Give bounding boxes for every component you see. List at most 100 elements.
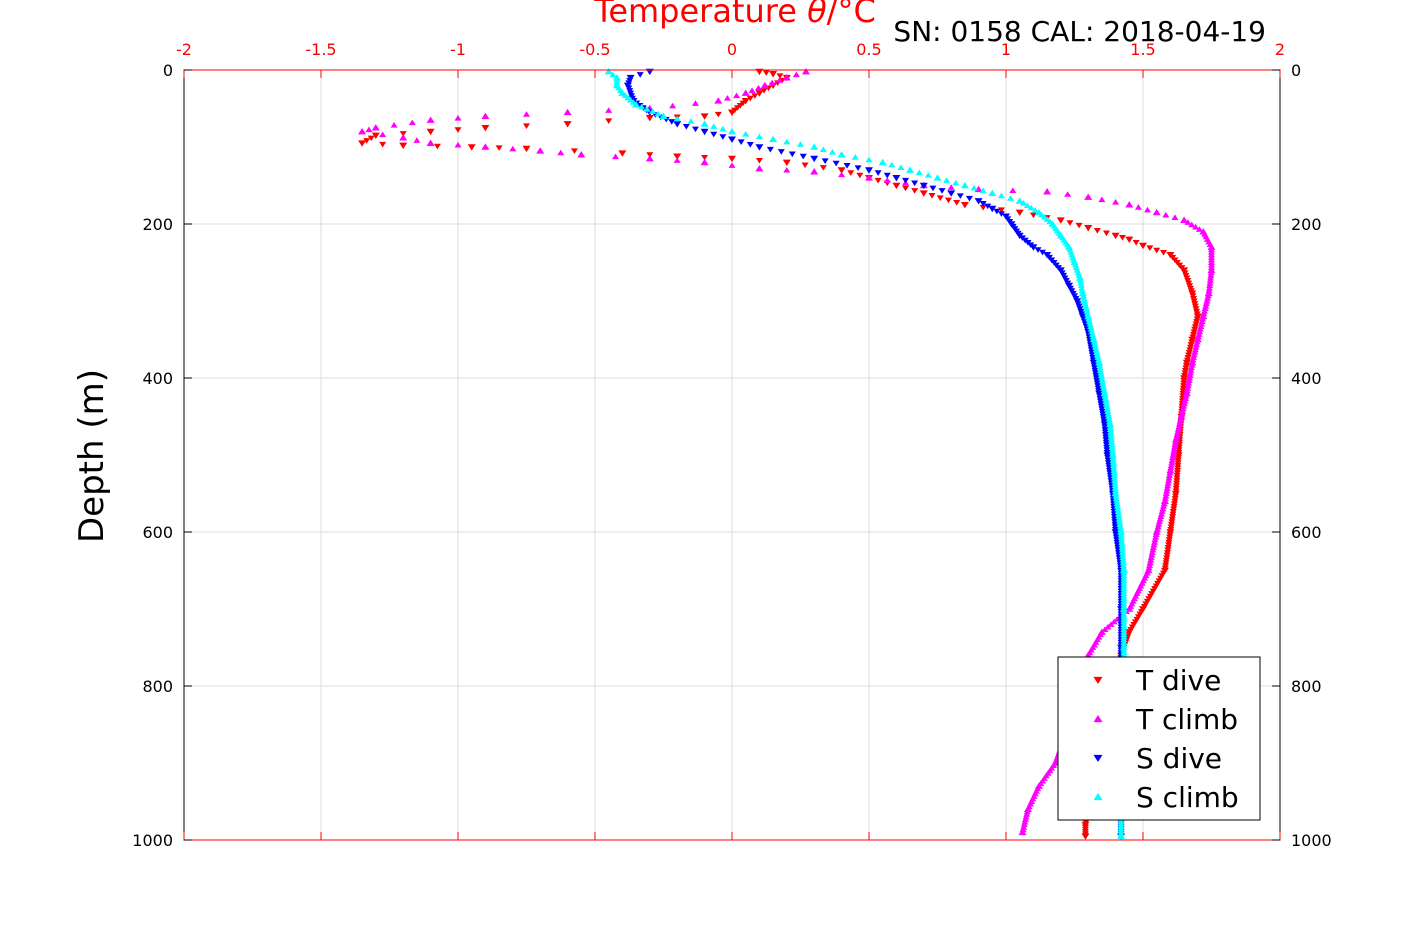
point-s-climb [1110,467,1118,473]
point-t-climb [1195,226,1203,232]
point-s-dive [902,177,910,184]
point-s-climb [1105,415,1113,422]
point-t-dive [1066,220,1074,226]
point-t-climb [1192,344,1200,350]
point-s-climb [1087,323,1095,330]
point-t-climb [775,77,783,83]
point-t-climb [1188,221,1196,228]
point-s-climb [1081,297,1089,304]
point-t-climb [1197,323,1205,330]
point-t-climb [1171,444,1179,450]
x-tick-label: 1.5 [1130,40,1155,59]
point-t-climb [1200,308,1208,314]
point-t-climb [728,162,736,168]
legend-label: T climb [1135,703,1238,736]
point-t-climb [1152,531,1160,538]
point-s-climb [632,101,641,108]
point-s-climb [1118,539,1126,545]
point-s-climb [649,108,657,115]
point-t-dive [911,188,919,194]
point-s-climb [1111,477,1119,484]
point-s-climb [1081,300,1089,307]
point-s-dive [766,146,774,153]
point-t-climb [1162,492,1170,499]
point-s-climb [643,106,651,112]
point-s-climb [1090,338,1098,345]
point-t-dive [751,93,759,99]
point-t-climb [1171,436,1180,443]
point-s-dive [883,172,891,179]
point-s-climb [1115,510,1123,517]
point-s-dive [821,158,829,165]
point-s-dive [974,198,983,205]
point-t-dive [819,165,827,171]
point-t-climb [1158,508,1166,514]
point-t-climb [612,153,620,160]
point-t-dive [1139,242,1147,250]
point-t-dive [1111,232,1120,240]
point-t-climb [1020,824,1028,830]
point-s-climb [1106,423,1114,430]
point-s-climb [1100,389,1109,397]
point-s-climb [1113,498,1121,504]
point-s-climb [1078,285,1086,291]
point-s-climb [1097,367,1105,373]
point-s-dive [965,195,973,202]
point-s-dive [997,211,1005,217]
point-t-dive [367,135,375,142]
point-s-dive [865,167,873,174]
point-s-dive [777,149,785,155]
point-s-climb [1076,277,1084,283]
point-t-climb [974,185,983,193]
y-tick-label-left: 200 [142,215,173,234]
point-s-dive [988,205,997,213]
point-t-climb [1155,521,1163,527]
point-s-climb [1109,456,1117,463]
point-t-dive [936,195,944,201]
point-t-climb [1191,349,1199,355]
point-s-climb [1099,382,1107,389]
point-t-climb [1023,808,1031,815]
point-s-climb [1114,508,1122,514]
point-s-climb [1083,308,1091,314]
point-t-climb [1112,199,1120,205]
point-t-dive [1125,236,1134,243]
point-t-climb [1165,474,1173,481]
point-s-climb [997,192,1005,199]
point-s-climb [1027,204,1035,211]
point-s-dive [1034,247,1042,253]
point-t-climb [1110,618,1118,625]
point-t-dive [605,118,613,124]
point-s-climb [1086,320,1094,327]
point-t-climb [1064,191,1072,197]
point-s-climb [1089,335,1098,343]
point-t-dive [755,90,764,97]
point-t-climb [1125,201,1134,208]
point-t-climb [454,114,462,121]
point-s-climb [1082,302,1090,309]
chart-subtitle: SN: 0158 CAL: 2018-04-19 [893,15,1266,48]
point-s-dive [979,201,987,207]
point-t-climb [673,157,681,163]
point-t-dive [1015,209,1024,217]
point-t-dive [776,73,784,79]
point-s-climb [1084,312,1093,320]
point-s-climb [1104,410,1112,417]
point-s-climb [1078,289,1087,297]
point-s-climb [1075,274,1084,281]
point-t-climb [481,143,490,150]
point-s-climb [1097,372,1105,378]
point-t-climb [1188,362,1196,368]
point-t-climb [1170,449,1178,455]
point-s-climb [1109,459,1117,466]
point-t-climb [1206,282,1214,289]
point-t-dive [837,167,846,174]
point-s-climb [1118,536,1126,543]
point-t-dive [701,154,709,161]
point-t-climb [1177,415,1185,422]
point-s-climb [1093,351,1101,358]
point-t-climb [1206,277,1214,283]
point-t-climb [1152,528,1161,535]
